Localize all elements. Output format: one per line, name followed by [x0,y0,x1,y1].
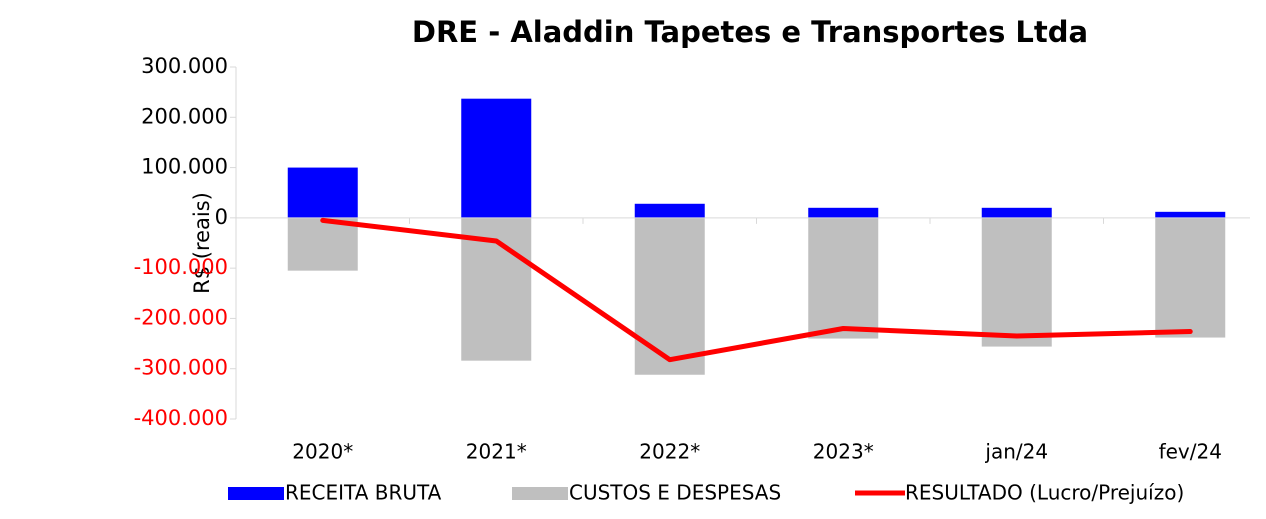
legend-label: RESULTADO (Lucro/Prejuízo) [905,481,1184,505]
y-axis-label: R$ (reais) [190,192,214,294]
legend-label: RECEITA BRUTA [285,481,442,505]
line [320,217,1193,363]
legend-label: CUSTOS E DESPESAS [569,481,781,505]
x-tick-label: 2021* [466,440,527,464]
bar [634,217,705,375]
bar [1155,217,1226,338]
bar [287,217,358,271]
legend-swatch [228,487,284,500]
chart-title: DRE - Aladdin Tapetes e Transportes Ltda [412,15,1088,49]
bar [808,217,879,339]
y-tick-label: 200.000 [141,104,228,128]
x-tick-label: 2022* [639,440,700,464]
y-tick-label: 0 [215,205,228,229]
y-tick-label: -300.000 [134,356,228,380]
bar [1155,211,1226,218]
legend-swatch [512,487,568,500]
bar [981,207,1052,218]
x-tick-label: 2023* [813,440,874,464]
bar [287,167,358,218]
x-tick-label: jan/24 [984,440,1048,464]
y-tick-label: -200.000 [134,305,228,329]
bar [634,203,705,218]
x-tick-label: 2020* [292,440,353,464]
x-tick-label: fev/24 [1159,440,1222,464]
y-tick-label: -100.000 [134,255,228,279]
y-tick-label: 100.000 [141,155,228,179]
y-tick-label: 300.000 [141,54,228,78]
bar [981,217,1052,347]
bar [808,207,879,218]
y-tick-label: -400.000 [134,406,228,430]
bar [461,98,532,218]
